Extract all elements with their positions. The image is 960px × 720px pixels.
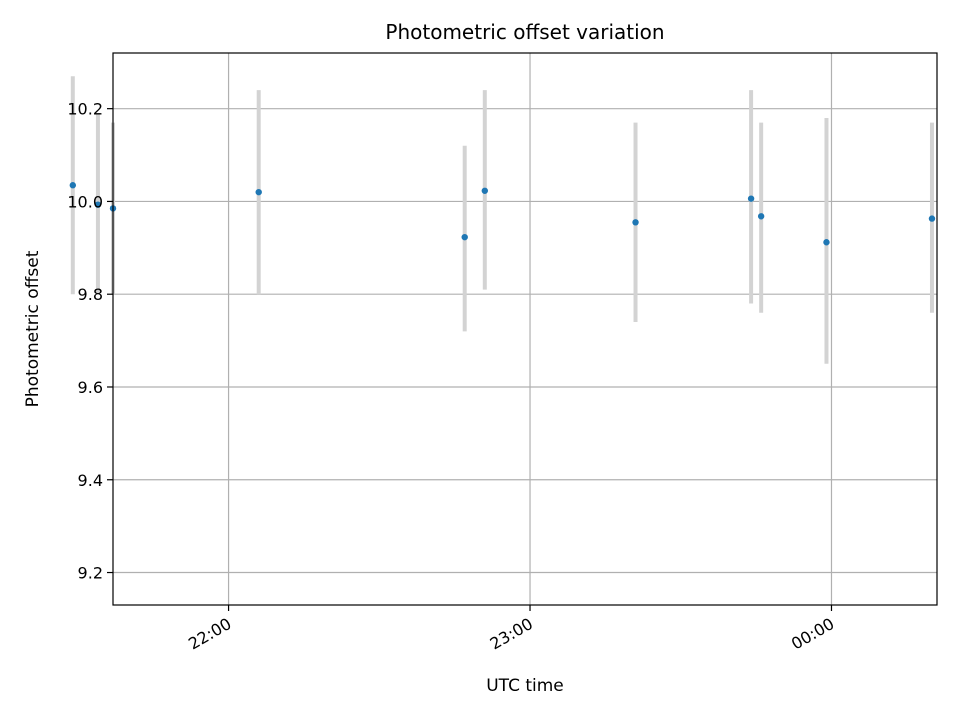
y-tick-label: 9.4 — [78, 471, 103, 490]
y-axis-title: Photometric offset — [23, 250, 43, 407]
y-tick-label: 9.6 — [78, 378, 103, 397]
y-tick-label: 9.8 — [78, 285, 103, 304]
y-tick-label: 9.2 — [78, 564, 103, 583]
data-point — [481, 187, 489, 194]
plot-frame — [112, 52, 938, 606]
y-tick-label: 10.2 — [67, 100, 103, 119]
data-point — [632, 219, 639, 226]
data-point — [757, 213, 765, 220]
data-point — [928, 215, 936, 222]
y-tick-label: 10.0 — [67, 192, 103, 211]
data-point — [747, 195, 755, 202]
data-point — [94, 201, 102, 208]
data-point — [69, 182, 77, 189]
x-axis-title: UTC time — [486, 676, 564, 696]
data-point — [461, 233, 468, 241]
grid-lines — [113, 53, 937, 605]
data-point — [823, 239, 830, 246]
data-point — [255, 188, 262, 196]
data-points — [69, 182, 936, 246]
chart-title: Photometric offset variation — [385, 20, 664, 44]
